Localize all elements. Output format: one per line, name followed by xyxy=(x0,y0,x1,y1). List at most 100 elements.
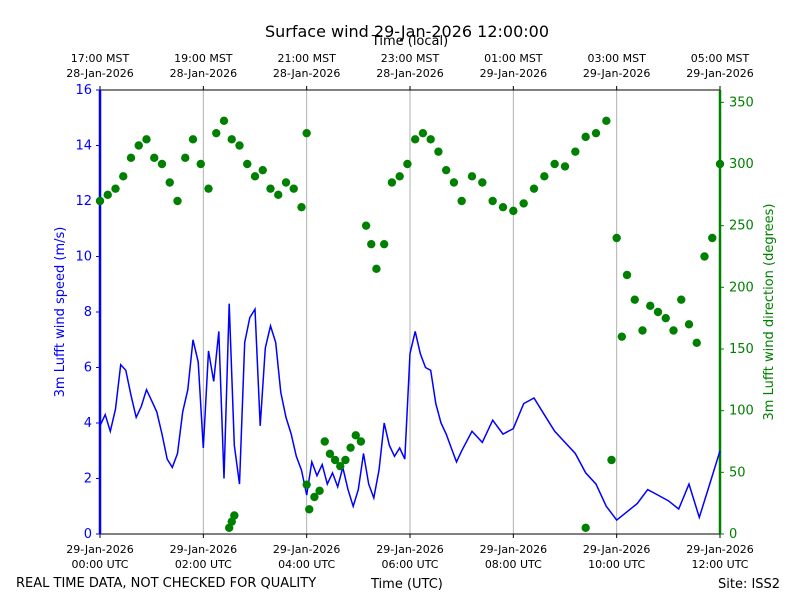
wind-direction-point xyxy=(367,239,376,249)
wind-direction-point xyxy=(441,165,451,175)
wind-direction-point xyxy=(281,178,291,187)
wind-direction-point xyxy=(165,178,174,187)
left-tick-label: 4 xyxy=(84,416,92,431)
wind-direction-point xyxy=(403,159,412,169)
x-tick-date: 29-Jan-2026 xyxy=(170,543,238,556)
top-tick-date: 28-Jan-2026 xyxy=(66,67,134,80)
x-tick-date: 29-Jan-2026 xyxy=(686,543,754,556)
wind-direction-point xyxy=(418,128,428,138)
quality-note: REAL TIME DATA, NOT CHECKED FOR QUALITY xyxy=(16,576,317,591)
top-tick-date: 28-Jan-2026 xyxy=(170,67,238,80)
x-tick-time: 08:00 UTC xyxy=(485,558,542,571)
x-tick-date: 29-Jan-2026 xyxy=(273,543,341,556)
left-tick-label: 10 xyxy=(75,250,92,265)
wind-direction-point xyxy=(488,196,497,206)
wind-direction-point xyxy=(258,165,267,175)
top-tick-time: 05:00 MST xyxy=(691,52,750,65)
top-tick-date: 29-Jan-2026 xyxy=(480,67,548,80)
right-tick-label: 250 xyxy=(729,219,754,234)
x-tick-time: 10:00 UTC xyxy=(588,558,645,571)
wind-direction-point xyxy=(325,449,335,459)
wind-direction-point xyxy=(204,184,213,193)
wind-direction-point xyxy=(315,486,324,496)
wind-direction-point xyxy=(302,128,311,138)
wind-direction-point xyxy=(336,461,345,471)
top-tick-time: 03:00 MST xyxy=(587,52,646,65)
wind-direction-point xyxy=(612,233,621,243)
wind-direction-point xyxy=(188,135,198,144)
left-tick-label: 12 xyxy=(75,194,92,209)
wind-direction-point xyxy=(560,162,570,171)
wind-direction-point xyxy=(581,523,590,533)
wind-direction-point xyxy=(602,116,611,126)
wind-direction-point xyxy=(457,196,466,206)
wind-direction-point xyxy=(372,264,381,274)
top-tick-date: 28-Jan-2026 xyxy=(376,67,444,80)
wind-direction-point xyxy=(410,135,420,144)
left-tick-label: 6 xyxy=(84,361,92,376)
x-tick-date: 29-Jan-2026 xyxy=(66,543,134,556)
left-tick-label: 16 xyxy=(75,83,92,98)
left-tick-label: 0 xyxy=(84,527,92,542)
wind-direction-point xyxy=(119,172,128,181)
wind-direction-point xyxy=(467,172,477,181)
right-tick-label: 0 xyxy=(729,527,737,542)
top-tick-date: 29-Jan-2026 xyxy=(686,67,754,80)
wind-direction-point xyxy=(692,338,701,348)
right-tick-label: 100 xyxy=(729,404,754,419)
wind-direction-point xyxy=(103,190,112,200)
wind-direction-point xyxy=(111,184,120,193)
wind-direction-point xyxy=(630,295,639,304)
wind-direction-point xyxy=(219,116,229,126)
x-tick-date: 29-Jan-2026 xyxy=(583,543,651,556)
wind-direction-point xyxy=(134,141,143,150)
left-axis-title: 3m Lufft wind speed (m/s) xyxy=(53,227,68,398)
x-tick-time: 04:00 UTC xyxy=(278,558,335,571)
wind-direction-point xyxy=(346,443,355,452)
wind-direction-point xyxy=(550,159,559,169)
wind-direction-point xyxy=(250,172,260,181)
wind-direction-point xyxy=(212,128,221,138)
wind-direction-point xyxy=(509,206,518,216)
wind-direction-point xyxy=(434,147,443,156)
wind-direction-point xyxy=(669,326,678,335)
wind-direction-point xyxy=(684,320,694,329)
wind-direction-point xyxy=(677,295,686,304)
wind-direction-point xyxy=(519,199,528,208)
wind-direction-point xyxy=(638,326,647,335)
wind-speed-line xyxy=(99,303,721,522)
wind-direction-point xyxy=(266,184,275,193)
top-tick-time: 19:00 MST xyxy=(174,52,233,65)
wind-direction-point xyxy=(498,202,508,212)
wind-direction-point xyxy=(715,159,725,169)
wind-direction-point xyxy=(150,153,159,163)
wind-direction-point xyxy=(330,455,340,465)
wind-direction-point xyxy=(356,437,366,446)
wind-direction-point xyxy=(529,184,539,193)
chart-title: Surface wind 29-Jan-2026 12:00:00 xyxy=(264,22,550,41)
wind-direction-point xyxy=(395,172,404,181)
x-axis-bottom-label: Time (UTC) xyxy=(371,577,443,592)
wind-direction-point xyxy=(341,455,350,465)
x-tick-time: 12:00 UTC xyxy=(691,558,748,571)
x-tick-time: 06:00 UTC xyxy=(381,558,438,571)
wind-direction-point xyxy=(297,202,306,212)
wind-direction-point xyxy=(95,196,105,206)
x-tick-time: 02:00 UTC xyxy=(175,558,232,571)
wind-direction-point xyxy=(361,221,371,230)
x-tick-date: 29-Jan-2026 xyxy=(480,543,548,556)
wind-direction-point xyxy=(305,505,314,514)
wind-direction-point xyxy=(310,492,319,502)
wind-direction-point xyxy=(320,437,329,446)
top-tick-time: 01:00 MST xyxy=(484,52,543,65)
wind-direction-point xyxy=(243,159,252,169)
wind-direction-point xyxy=(126,153,136,163)
wind-direction-point xyxy=(227,135,236,144)
wind-direction-point xyxy=(142,135,151,144)
wind-direction-point xyxy=(235,141,244,150)
wind-direction-point xyxy=(230,511,239,520)
site-label: Site: ISS2 xyxy=(718,577,781,592)
wind-direction-point xyxy=(426,135,435,144)
wind-direction-point xyxy=(478,178,487,187)
right-axis-title: 3m Lufft wind direction (degrees) xyxy=(762,204,777,421)
